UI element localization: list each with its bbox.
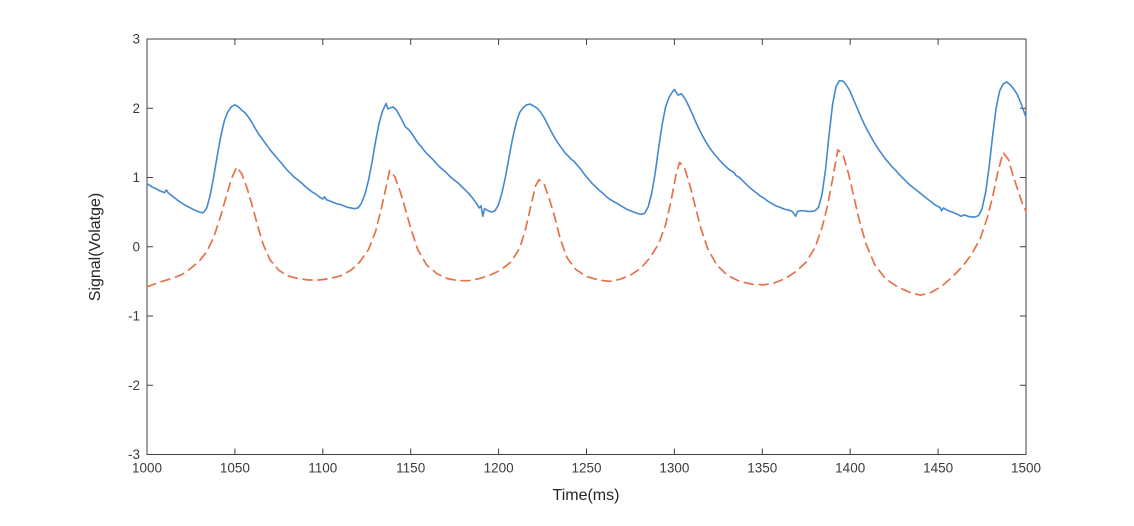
solid-signal-line	[146, 79, 1027, 218]
y-tick-label: 0	[132, 239, 140, 254]
x-tick-label: 1100	[308, 461, 337, 476]
y-tick-label: -3	[128, 447, 140, 462]
x-tick-label: 1500	[1011, 461, 1041, 476]
dashed-signal-line	[146, 148, 1027, 297]
x-tick-label: 1300	[659, 461, 689, 476]
y-tick-label: 3	[132, 32, 140, 47]
y-tick-label: -2	[128, 378, 140, 393]
x-tick-label: 1350	[747, 461, 777, 476]
x-tick-label: 1000	[132, 461, 162, 476]
y-tick-label: 1	[132, 170, 140, 185]
y-tick-label: 2	[132, 101, 140, 116]
x-tick-label: 1150	[396, 461, 425, 476]
x-tick-label: 1400	[835, 461, 865, 476]
x-tick-label: 1250	[571, 461, 601, 476]
axes-box	[146, 38, 1027, 455]
y-tick-label: -1	[128, 309, 140, 324]
x-tick-label: 1050	[220, 461, 250, 476]
x-tick-label: 1200	[484, 461, 514, 476]
y-axis-label: Signal(Volatge)	[87, 192, 104, 302]
x-axis-label: Time(ms)	[552, 487, 620, 504]
x-tick-label: 1450	[923, 461, 953, 476]
